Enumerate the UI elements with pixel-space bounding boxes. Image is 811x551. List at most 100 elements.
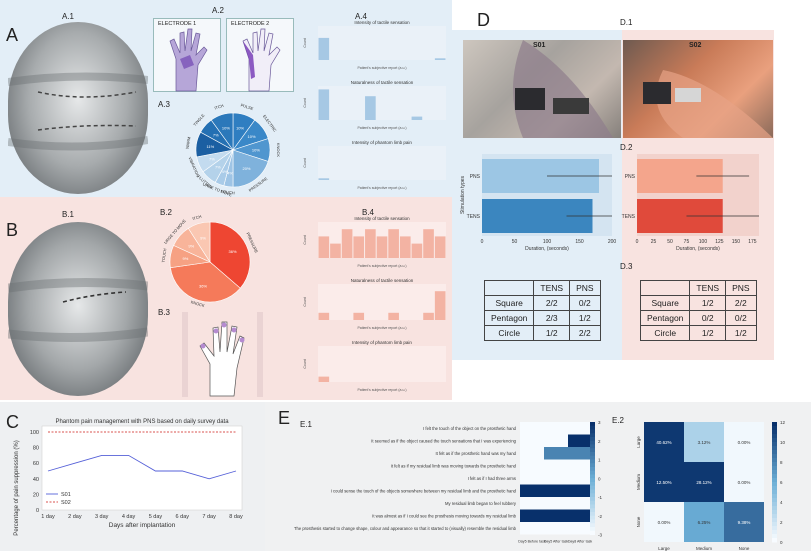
e1-colorbar-segment xyxy=(590,530,595,535)
e2-colorbar-segment xyxy=(772,530,777,535)
e2-column-label: Large xyxy=(658,546,670,551)
histogram-title: Intensity of tactile sensation xyxy=(354,216,410,221)
e1-colorbar-segment xyxy=(590,440,595,445)
e2-colorbar-segment xyxy=(772,514,777,519)
e1-cell xyxy=(568,522,592,535)
e2-colorbar-segment xyxy=(772,462,777,467)
histogram-bar xyxy=(318,312,330,320)
table-cell: Pentagon xyxy=(483,310,535,326)
e2-colorbar-segment xyxy=(772,430,777,435)
e1-column-label: Day5 Before task xyxy=(518,540,546,544)
label-e1: E.1 xyxy=(300,420,313,429)
line-chart-c: Phantom pain management with PNS based o… xyxy=(14,419,243,536)
e1-row-label: The prosthesis started to change shape, … xyxy=(294,526,517,531)
d2-xtick: 75 xyxy=(684,239,690,245)
table-cell: 1/2 xyxy=(569,310,601,326)
e1-cell xyxy=(568,422,592,435)
label-b4: B.4 xyxy=(362,208,375,217)
e1-cell xyxy=(520,522,544,535)
histogram-bar xyxy=(365,96,376,120)
xray-image-a1 xyxy=(7,22,149,194)
e2-cell-value: 6.25% xyxy=(698,520,711,525)
histogram-xlabel: Patient's subjective report (a.u.) xyxy=(357,326,406,330)
c-ylabel: Percentage of pain suppression (%) xyxy=(14,440,20,535)
e2-colorbar-segment xyxy=(772,506,777,511)
e1-cell xyxy=(568,497,592,510)
histogram-bar xyxy=(399,236,411,258)
histogram-xlabel: Patient's subjective report (a.u.) xyxy=(357,264,406,268)
e1-colorbar-segment xyxy=(590,474,595,479)
label-a1: A.1 xyxy=(62,12,75,21)
e2-cell xyxy=(644,422,684,462)
response-table-s02: TENS PNS Square 1/2 2/2 Pentagon 0/2 0/2 Circle 1… xyxy=(639,280,757,341)
e2-colorbar-segment xyxy=(772,466,777,471)
pie-slice-pct: 36% xyxy=(199,283,207,288)
e2-colorbar-tick: 2 xyxy=(780,520,783,525)
e1-colorbar-tick: -1 xyxy=(598,495,602,500)
table-d3-s01: TENS PNS Square 2/2 0/2 Pentagon 2/3 1/2 Circle 1… xyxy=(483,280,601,341)
e2-colorbar-tick: 8 xyxy=(780,460,783,465)
pie-slice-pct: 9% xyxy=(200,236,206,241)
e2-colorbar-segment xyxy=(772,446,777,451)
table-cell: 2/2 xyxy=(725,295,757,311)
histogram-xlabel: Patient's subjective report (a.u.) xyxy=(357,66,406,70)
e2-colorbar-segment xyxy=(772,422,777,427)
e1-colorbar-tick: 3 xyxy=(598,420,601,425)
c-plot-area xyxy=(41,425,243,511)
histogram-bar xyxy=(388,229,399,258)
d2-xtick: 0 xyxy=(481,239,484,245)
c-xtick: 2 day xyxy=(68,514,82,520)
e2-cell-value: 40.62% xyxy=(656,440,671,445)
e1-colorbar-segment xyxy=(590,493,595,498)
e1-colorbar-segment xyxy=(590,485,595,490)
pie-slice-label: KNOCK xyxy=(276,143,281,158)
histogram-ylabel: Count xyxy=(303,158,307,167)
e2-colorbar-segment xyxy=(772,494,777,499)
e1-colorbar-segment xyxy=(590,489,595,494)
photo-s01-scene xyxy=(463,40,621,138)
e1-colorbar-segment xyxy=(590,425,595,430)
bar-chart-d2: Stimulation types PNS TENS 0 50 100 150 200 Dura… xyxy=(460,154,759,252)
pie-slice-pct: 9% xyxy=(183,256,189,261)
e1-row-label: I could sense the touch of the objects s… xyxy=(331,488,517,493)
e1-cell xyxy=(568,434,592,447)
e1-column-label: Day5 After task xyxy=(544,540,569,544)
table-cell: Circle xyxy=(639,325,691,341)
label-d3: D.3 xyxy=(620,262,633,271)
d2-xlabel: Duration, (seconds) xyxy=(676,246,720,252)
xray-electrode-marks-a1 xyxy=(7,72,149,151)
histogram-plot-area xyxy=(318,86,446,120)
histogram-bar xyxy=(353,236,365,258)
label-c: C xyxy=(6,412,19,432)
d2-xtick: 100 xyxy=(543,239,552,245)
e1-cell xyxy=(568,484,592,497)
pie-slice-pressure xyxy=(209,221,251,289)
e1-column-label: Day8 After task xyxy=(568,540,593,544)
c-legend-label: S01 xyxy=(61,492,71,498)
table-cell: 1/2 xyxy=(725,325,757,341)
histogram-ylabel: Count xyxy=(303,359,307,368)
histograms-a4: Intensity of tactile sensation Patient's … xyxy=(303,20,446,190)
e1-cell xyxy=(520,459,544,472)
pie-slice-pct: 10% xyxy=(248,134,256,139)
c-xtick: 7 day xyxy=(202,514,216,520)
e2-cell-value: 9.38% xyxy=(738,520,751,525)
pie-slice-label: TOUCH xyxy=(220,189,235,196)
table-cell: 2/2 xyxy=(533,295,571,311)
photo-s02: S02 xyxy=(623,40,773,138)
pie-slice-itch xyxy=(210,112,234,151)
e1-cell xyxy=(544,447,568,460)
table-header-cell xyxy=(639,280,691,296)
histogram-bar xyxy=(341,229,353,258)
table-cell: 0/2 xyxy=(569,295,601,311)
pie-slice-label: ITCH xyxy=(192,214,202,221)
label-d1: D.1 xyxy=(620,18,633,27)
pie-slice-label: KNOCK xyxy=(190,299,205,308)
label-e: E xyxy=(278,408,291,428)
c-ytick: 100 xyxy=(30,430,39,436)
heatmap-e1: I felt the touch of the object on the pr… xyxy=(294,420,603,544)
electrode-1-label: ELECTRODE 1 xyxy=(158,21,197,27)
e1-colorbar-tick: 0 xyxy=(598,476,601,481)
e2-colorbar-tick: 6 xyxy=(780,480,783,485)
e1-cell xyxy=(520,447,544,460)
